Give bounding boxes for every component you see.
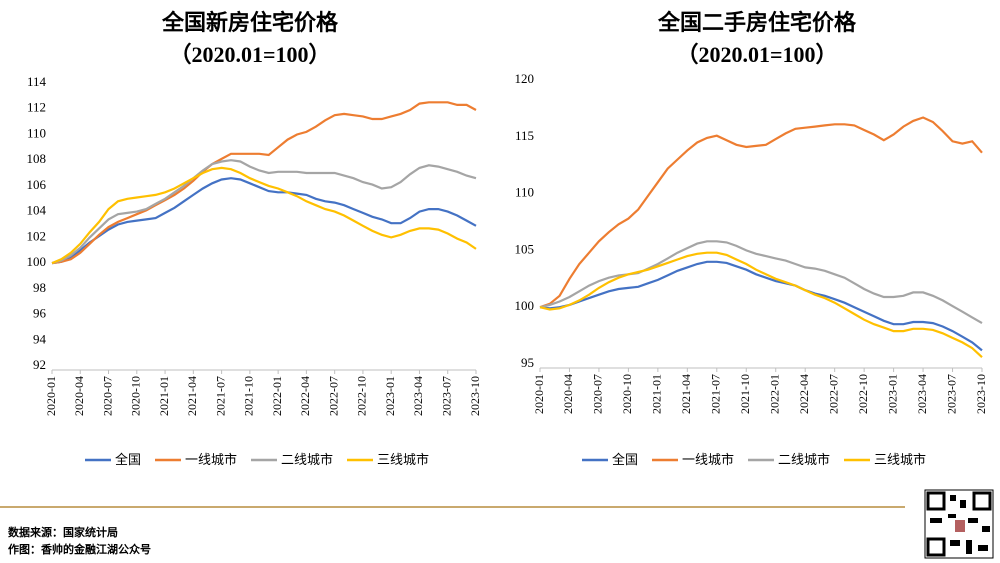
- credit-note: 作图：香帅的金融江湖公众号: [8, 542, 151, 556]
- legend-label: 一线城市: [185, 452, 237, 467]
- y-tick-label: 114: [27, 74, 47, 89]
- series-line: [539, 260, 983, 352]
- x-tick-label: 2023-10: [468, 376, 482, 416]
- y-tick-label: 110: [515, 185, 534, 200]
- y-tick-label: 120: [515, 71, 535, 86]
- series-line: [539, 116, 983, 309]
- x-tick-label: 2020-01: [44, 376, 58, 416]
- y-tick-label: 112: [27, 100, 46, 115]
- y-tick-label: 100: [27, 254, 47, 269]
- x-tick-label: 2021-01: [650, 374, 664, 414]
- x-tick-label: 2021-01: [157, 376, 171, 416]
- y-tick-label: 94: [33, 331, 47, 346]
- y-tick-label: 102: [27, 228, 47, 243]
- y-tick-label: 115: [515, 128, 534, 143]
- chart-subtitle: （2020.01=100）: [169, 42, 330, 67]
- x-tick-label: 2022-01: [270, 376, 284, 416]
- x-tick-label: 2022-01: [767, 374, 781, 414]
- legend-label: 全国: [115, 452, 141, 467]
- x-tick-label: 2020-07: [591, 374, 605, 414]
- y-tick-label: 96: [33, 306, 47, 321]
- chart-title: 全国新房住宅价格: [161, 10, 339, 35]
- chart-title: 全国二手房住宅价格: [657, 10, 857, 35]
- legend-label: 三线城市: [874, 452, 926, 467]
- x-tick-label: 2021-07: [213, 376, 227, 416]
- x-tick-label: 2021-10: [738, 374, 752, 414]
- x-tick-label: 2022-10: [355, 376, 369, 416]
- y-tick-label: 98: [33, 280, 46, 295]
- x-tick-label: 2020-04: [72, 376, 86, 416]
- series-line: [539, 240, 983, 325]
- legend-label: 二线城市: [281, 452, 333, 467]
- series-line: [51, 101, 477, 265]
- series-line: [51, 159, 477, 265]
- series-line: [51, 177, 477, 265]
- legend-label: 全国: [612, 452, 638, 467]
- x-tick-label: 2023-07: [439, 376, 453, 416]
- chart-subtitle: （2020.01=100）: [676, 42, 837, 67]
- y-tick-label: 95: [521, 355, 534, 370]
- x-tick-label: 2021-07: [709, 374, 723, 414]
- x-tick-label: 2022-10: [856, 374, 870, 414]
- x-tick-label: 2020-07: [100, 376, 114, 416]
- x-tick-label: 2021-10: [242, 376, 256, 416]
- x-tick-label: 2020-04: [561, 374, 575, 414]
- x-tick-label: 2023-10: [974, 374, 988, 414]
- y-tick-label: 110: [27, 125, 46, 140]
- qr-code: [924, 489, 994, 559]
- x-tick-label: 2023-01: [383, 376, 397, 416]
- x-tick-label: 2022-07: [326, 376, 340, 416]
- y-tick-label: 105: [515, 241, 535, 256]
- x-tick-label: 2020-01: [532, 374, 546, 414]
- y-tick-label: 108: [27, 151, 47, 166]
- y-tick-label: 100: [515, 298, 535, 313]
- x-tick-label: 2022-04: [797, 374, 811, 414]
- x-tick-label: 2020-10: [129, 376, 143, 416]
- y-tick-label: 104: [27, 203, 47, 218]
- x-tick-label: 2021-04: [185, 376, 199, 416]
- x-tick-label: 2023-07: [944, 374, 958, 414]
- source-note: 数据来源：国家统计局: [8, 525, 118, 539]
- x-tick-label: 2023-01: [885, 374, 899, 414]
- x-tick-label: 2021-04: [679, 374, 693, 414]
- y-tick-label: 106: [27, 177, 47, 192]
- x-tick-label: 2020-10: [620, 374, 634, 414]
- legend-label: 一线城市: [682, 452, 734, 467]
- series-line: [51, 166, 477, 265]
- x-tick-label: 2023-04: [915, 374, 929, 414]
- legend-label: 三线城市: [377, 452, 429, 467]
- x-tick-label: 2023-04: [411, 376, 425, 416]
- x-tick-label: 2022-07: [826, 374, 840, 414]
- series-line: [539, 251, 983, 359]
- y-tick-label: 92: [33, 357, 46, 372]
- x-tick-label: 2022-04: [298, 376, 312, 416]
- legend-label: 二线城市: [778, 452, 830, 467]
